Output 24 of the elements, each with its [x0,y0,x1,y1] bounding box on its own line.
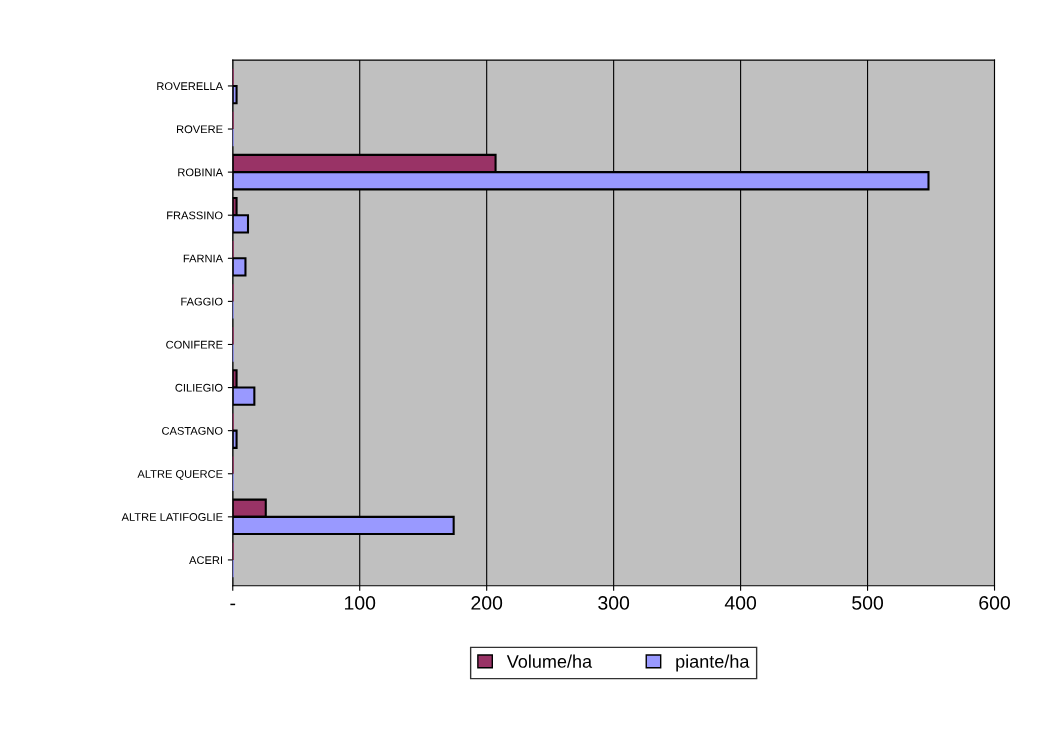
bar [232,257,247,277]
y-tick-label: ALTRE QUERCE [137,470,223,480]
y-tick-label: CASTAGNO [162,426,223,435]
y-tick-label: CILIEGIO [175,383,223,392]
y-tick-label: ROVERE [177,125,223,134]
bar [232,84,238,105]
x-tick-label: - [230,603,236,606]
x-tick-label: 100 [344,596,376,610]
y-tick-label: CONIFERE [166,340,223,349]
y-tick-label: FARNIA [183,254,224,263]
x-tick-label: 400 [724,596,757,610]
y-tick-label: ALTRE LATIFOGLIE [121,513,223,521]
y-tick-label: FRASSINO [167,211,223,220]
x-tick-label: 500 [852,596,884,610]
y-tick-label: ROVERELLA [157,82,224,91]
y-tick-label: FAGGIO [181,297,223,306]
x-tick-label: 200 [471,596,503,610]
x-tick-label: 300 [598,596,630,610]
x-tick-label: 600 [979,596,1010,610]
bar [232,429,238,449]
legend-label: Volume/ha [506,654,593,668]
y-tick-label: ACERI [189,556,223,565]
legend-label: piante/ha [676,654,750,672]
y-tick-label: ROBINIA [178,168,224,177]
